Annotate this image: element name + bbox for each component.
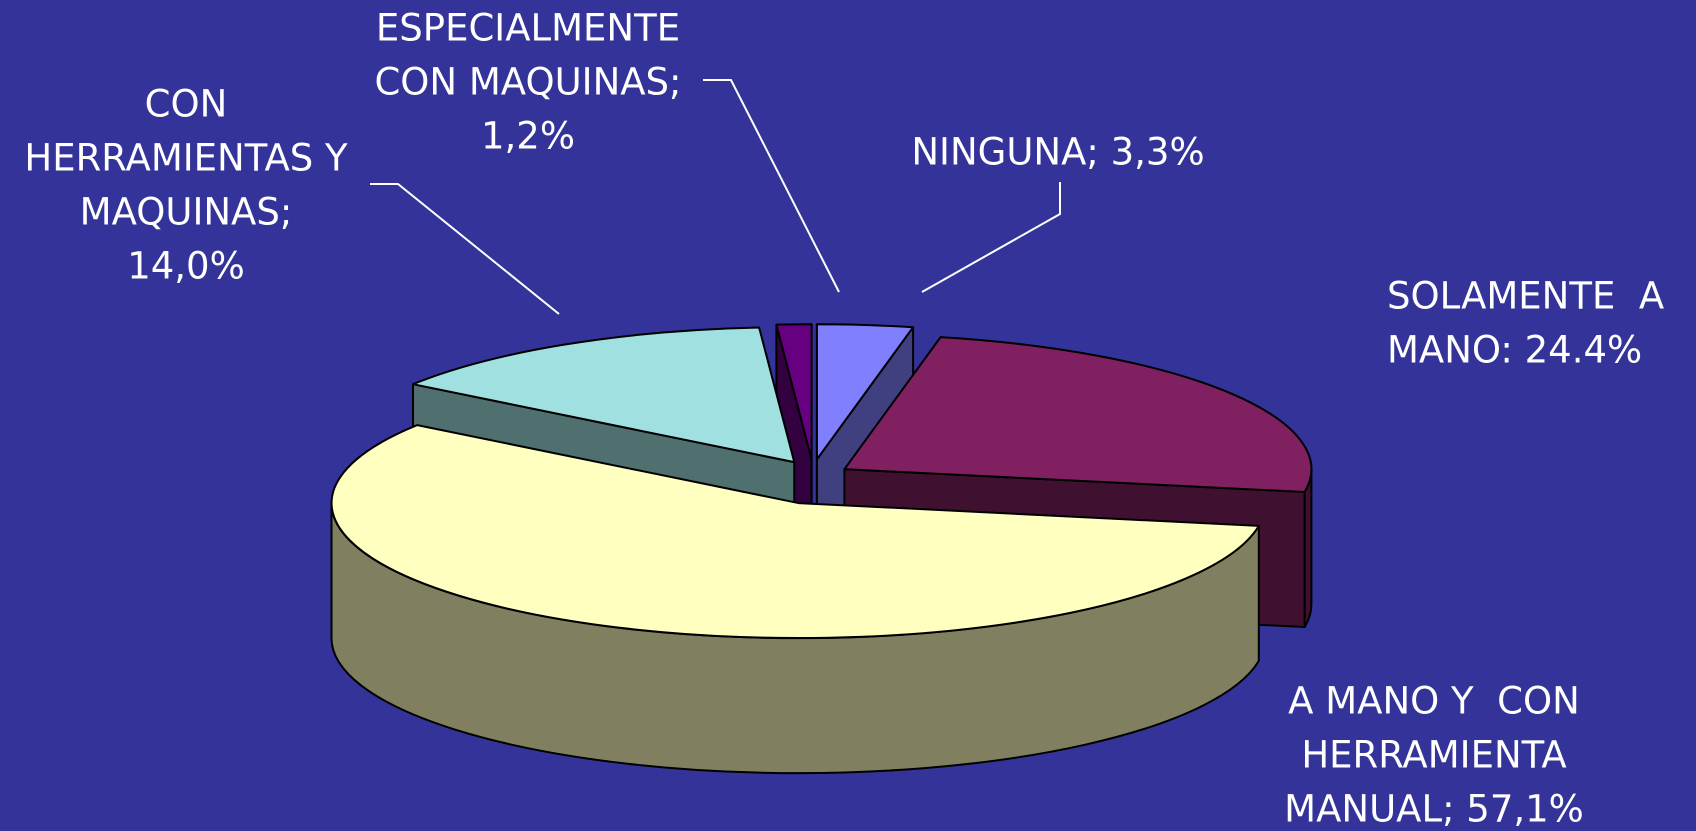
slice-side <box>1303 468 1313 628</box>
slice-top <box>815 323 915 461</box>
data-label: HERRAMIENTA <box>1301 734 1566 777</box>
slice-top <box>775 323 813 461</box>
data-label: HERRAMIENTAS Y <box>24 137 348 180</box>
data-label: MAQUINAS; <box>80 191 293 234</box>
data-label: 14,0% <box>127 245 245 288</box>
data-label: MANO: 24.4% <box>1387 329 1642 372</box>
pie <box>330 323 1313 775</box>
leader-line <box>370 183 560 315</box>
data-label: 1,2% <box>481 115 575 158</box>
labels: NINGUNA; 3,3% SOLAMENTE A MANO: 24.4% A MAN… <box>24 7 1664 831</box>
data-label: NINGUNA; 3,3% <box>911 131 1204 174</box>
data-label: A MANO Y CON <box>1288 680 1580 723</box>
leader-line <box>703 79 840 293</box>
data-label: SOLAMENTE A <box>1387 275 1664 318</box>
slice-top <box>843 336 1313 493</box>
data-label: CON <box>145 83 228 126</box>
leader-line <box>921 182 1061 293</box>
slice-top <box>412 326 796 464</box>
data-label: MANUAL; 57,1% <box>1284 788 1584 831</box>
data-label: CON MAQUINAS; <box>374 61 681 104</box>
slice-top <box>330 424 1260 640</box>
data-label: ESPECIALMENTE <box>376 7 680 50</box>
